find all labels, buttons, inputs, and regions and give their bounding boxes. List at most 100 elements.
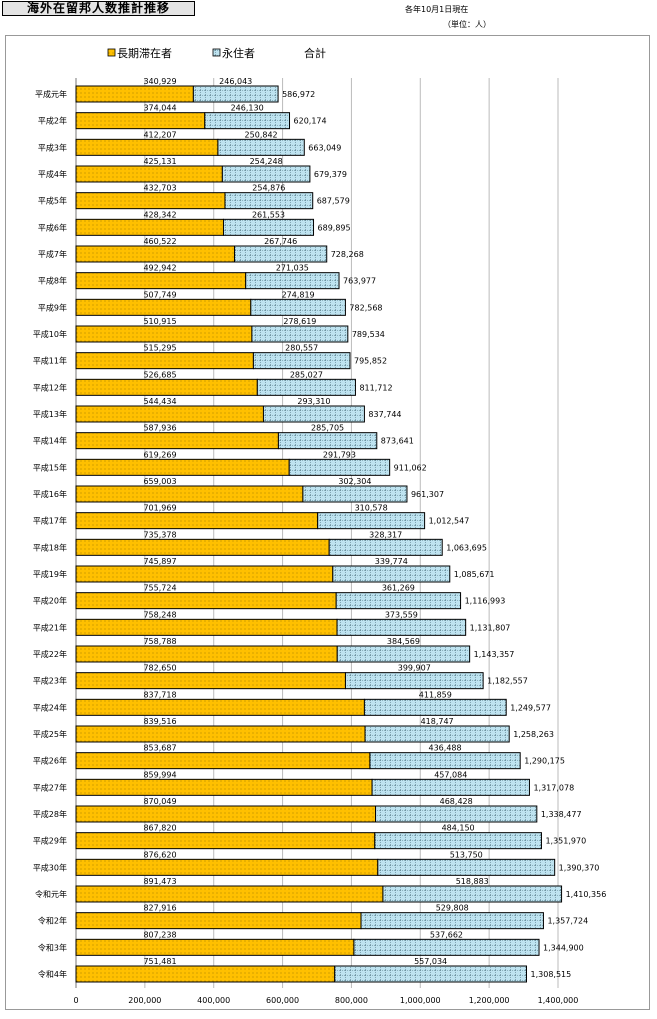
bar-permanent	[369, 752, 521, 770]
category-label: 平成2年	[38, 116, 67, 126]
legend-label: 長期滞在者	[117, 47, 172, 60]
data-label-long-term: 876,620	[143, 850, 176, 859]
data-label-total: 763,977	[343, 277, 376, 286]
data-label-total: 1,290,175	[524, 757, 565, 766]
unit-note: （単位：人）	[443, 20, 491, 29]
data-label-total: 1,317,078	[533, 783, 574, 792]
bar-permanent	[234, 245, 328, 263]
bar-long-term	[75, 218, 224, 236]
data-label-total: 1,258,263	[513, 730, 554, 739]
bar-permanent	[363, 698, 507, 716]
bar-permanent	[224, 192, 314, 210]
bar-long-term	[75, 672, 346, 690]
bar-long-term	[75, 298, 252, 316]
bar-long-term	[75, 272, 247, 290]
data-label-total: 782,568	[349, 303, 382, 312]
category-label: 平成19年	[33, 569, 67, 579]
category-label: 平成15年	[33, 462, 67, 472]
category-label: 平成10年	[33, 329, 67, 339]
bar-long-term	[75, 618, 338, 636]
bar-permanent	[251, 325, 349, 343]
data-label-total: 1,182,557	[487, 677, 528, 686]
bar-permanent	[353, 938, 540, 956]
category-label: 平成16年	[33, 489, 67, 499]
category-label: 平成5年	[38, 196, 67, 206]
data-label-total: 1,143,357	[474, 650, 515, 659]
data-label-total: 1,390,370	[559, 863, 600, 872]
bar-long-term	[75, 485, 304, 503]
data-label-long-term: 745,897	[143, 557, 176, 566]
x-tick-label: 600,000	[266, 996, 299, 1005]
bar-permanent	[217, 138, 305, 156]
bar-permanent	[317, 512, 426, 530]
bar-long-term	[75, 752, 371, 770]
x-tick-label: 800,000	[335, 996, 368, 1005]
data-label-long-term: 870,049	[143, 797, 176, 806]
data-label-long-term: 782,650	[143, 664, 176, 673]
data-label-permanent: 274,819	[282, 290, 315, 299]
data-label-total: 1,410,356	[566, 890, 607, 899]
as-of-note: 各年10月1日現在	[405, 5, 469, 14]
category-label: 平成25年	[33, 729, 67, 739]
category-label: 平成27年	[33, 782, 67, 792]
data-label-total: 663,049	[308, 143, 341, 152]
data-label-total: 728,268	[331, 250, 364, 259]
data-label-total: 873,641	[381, 437, 414, 446]
category-label: 平成22年	[33, 649, 67, 659]
data-label-total: 1,131,807	[470, 623, 511, 632]
bar-permanent	[335, 592, 462, 610]
data-label-total: 1,357,724	[547, 917, 588, 926]
data-label-permanent: 285,705	[311, 424, 344, 433]
data-label-long-term: 807,238	[143, 930, 176, 939]
category-label: 平成8年	[38, 276, 67, 286]
x-tick-label: 1,400,000	[538, 996, 579, 1005]
category-label: 平成13年	[33, 409, 67, 419]
category-label: 平成26年	[33, 756, 67, 766]
category-label: 平成18年	[33, 542, 67, 552]
data-label-total: 620,174	[294, 117, 327, 126]
bar-permanent	[288, 458, 391, 476]
bar-long-term	[75, 432, 279, 450]
bar-permanent	[250, 298, 346, 316]
page-title: 海外在留邦人数推計推移	[2, 1, 195, 16]
bar-long-term	[75, 885, 384, 903]
bar-permanent	[252, 352, 351, 370]
x-tick-label: 0	[73, 996, 78, 1005]
bar-permanent	[360, 912, 544, 930]
category-label: 平成4年	[38, 169, 67, 179]
bar-permanent	[377, 858, 556, 876]
legend-swatch	[212, 48, 221, 57]
x-tick-label: 200,000	[128, 996, 161, 1005]
category-label: 平成12年	[33, 382, 67, 392]
bar-permanent	[374, 832, 542, 850]
data-label-permanent: 557,034	[414, 957, 447, 966]
data-label-permanent: 280,557	[285, 344, 318, 353]
x-tick-label: 1,000,000	[400, 996, 441, 1005]
data-label-long-term: 751,481	[143, 957, 176, 966]
data-label-permanent: 537,662	[430, 930, 463, 939]
bar-long-term	[75, 85, 194, 103]
data-label-total: 687,579	[317, 197, 350, 206]
category-label: 令和4年	[38, 969, 67, 979]
data-label-permanent: 246,130	[231, 104, 264, 113]
data-label-long-term: 659,003	[143, 477, 176, 486]
category-label: 平成20年	[33, 596, 67, 606]
bar-permanent	[277, 432, 378, 450]
legend-swatch	[107, 48, 116, 57]
category-label: 平成30年	[33, 862, 67, 872]
data-label-long-term: 867,820	[143, 824, 176, 833]
category-label: 令和3年	[38, 942, 67, 952]
data-label-total: 789,534	[352, 330, 385, 339]
data-label-long-term: 492,942	[143, 264, 176, 273]
bar-permanent	[375, 805, 538, 823]
data-label-long-term: 507,749	[143, 290, 176, 299]
category-label: 平成3年	[38, 142, 67, 152]
data-label-total: 1,063,695	[446, 543, 487, 552]
data-label-long-term: 432,703	[143, 184, 176, 193]
bar-long-term	[75, 965, 336, 983]
data-label-permanent: 529,808	[436, 904, 469, 913]
bar-permanent	[245, 272, 340, 290]
data-label-long-term: 340,929	[143, 77, 176, 86]
data-label-permanent: 339,774	[375, 557, 408, 566]
legend-label: 合計	[304, 46, 326, 60]
